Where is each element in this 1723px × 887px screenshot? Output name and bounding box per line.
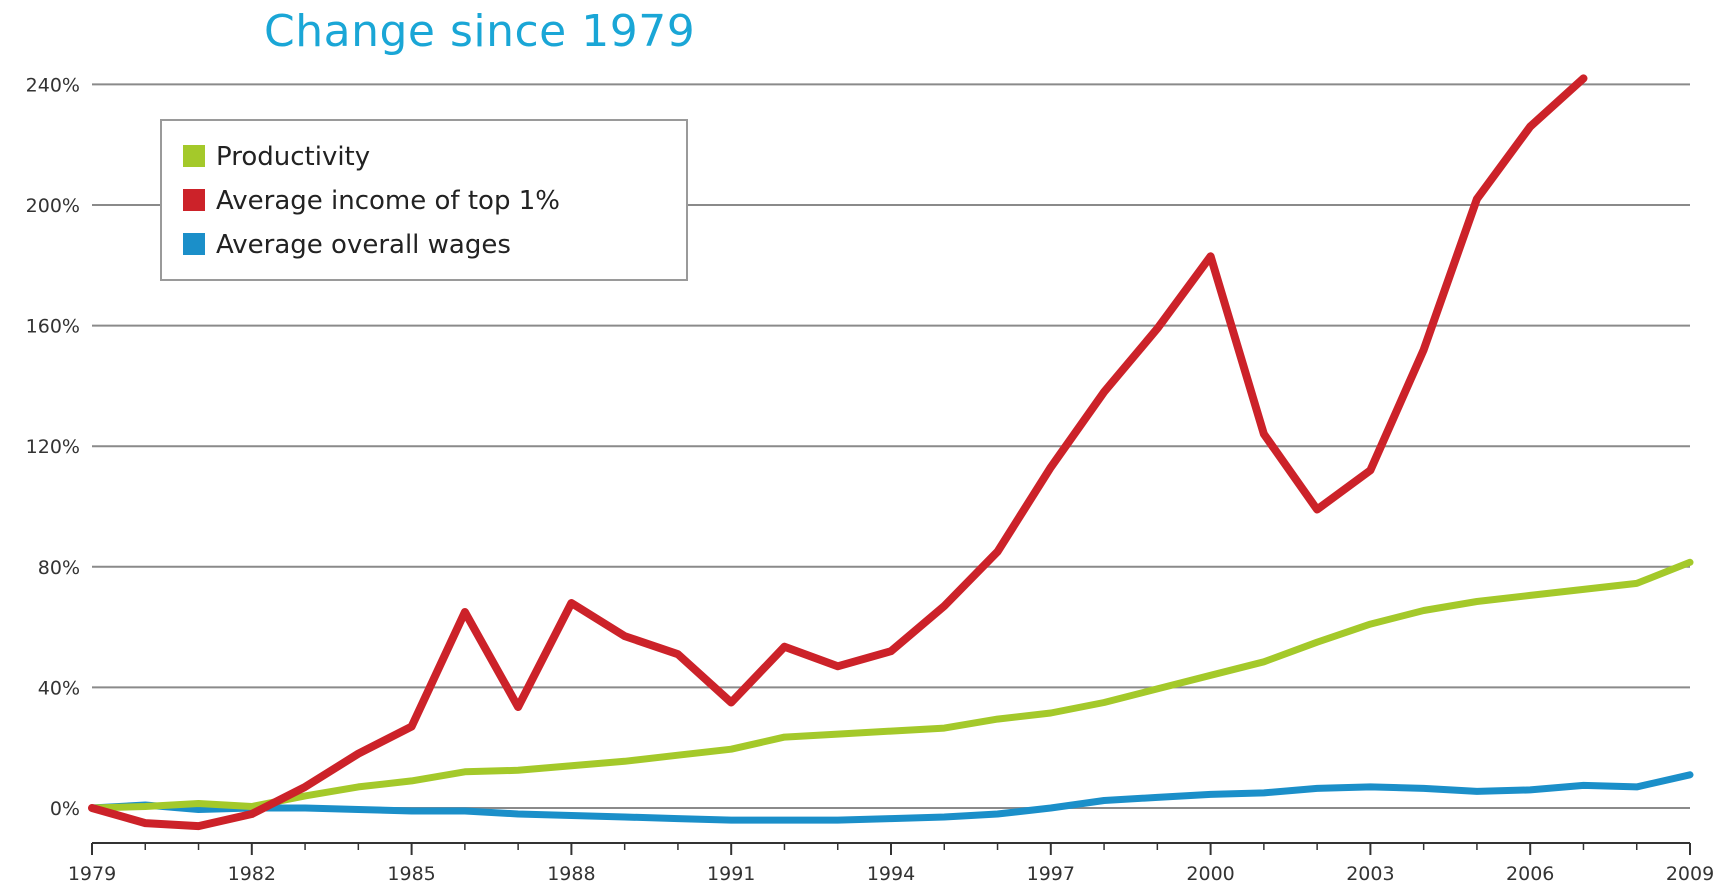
x-tick-label: 1988: [547, 863, 595, 885]
legend-box: [160, 119, 688, 281]
series-line-average-income-of-top-1: [88, 74, 1588, 831]
x-tick-label: 2009: [1666, 863, 1714, 885]
x-tick-label: 2000: [1186, 863, 1234, 885]
x-tick-label: 1994: [867, 863, 915, 885]
y-tick-label: 40%: [38, 677, 80, 699]
legend-swatch: [183, 233, 205, 255]
y-tick-label: 80%: [38, 557, 80, 579]
y-tick-label: 0%: [50, 798, 80, 820]
x-axis-tick-labels: 1979 1982 1985 1988 1991 1994 1997 2000 2003 2006…: [68, 863, 1714, 885]
x-tick-label: 2003: [1346, 863, 1394, 885]
x-tick-label: 1979: [68, 863, 116, 885]
y-tick-label: 200%: [26, 195, 80, 217]
y-axis-tick-labels: 0% 40% 80% 120% 160% 200% 240%: [26, 74, 80, 820]
legend-swatch: [183, 189, 205, 211]
y-tick-label: 240%: [26, 74, 80, 96]
y-tick-label: 120%: [26, 436, 80, 458]
legend-label: Productivity: [216, 142, 370, 172]
x-tick-label: 1985: [387, 863, 435, 885]
x-axis: [91, 842, 1691, 855]
x-tick-label: 2006: [1506, 863, 1554, 885]
series-line-average-overall-wages: [88, 771, 1694, 824]
chart-title: Change since 1979: [264, 6, 696, 57]
x-tick-label: 1991: [707, 863, 755, 885]
x-tick-label: 1982: [228, 863, 276, 885]
legend: Productivity Average income of top 1% Aver…: [160, 119, 688, 281]
x-tick-label: 1997: [1027, 863, 1075, 885]
series-line-productivity: [88, 558, 1694, 812]
legend-swatch: [183, 145, 205, 167]
y-tick-label: 160%: [26, 316, 80, 338]
legend-label: Average income of top 1%: [216, 186, 560, 216]
legend-label: Average overall wages: [216, 230, 511, 260]
series-lines: [88, 74, 1694, 831]
